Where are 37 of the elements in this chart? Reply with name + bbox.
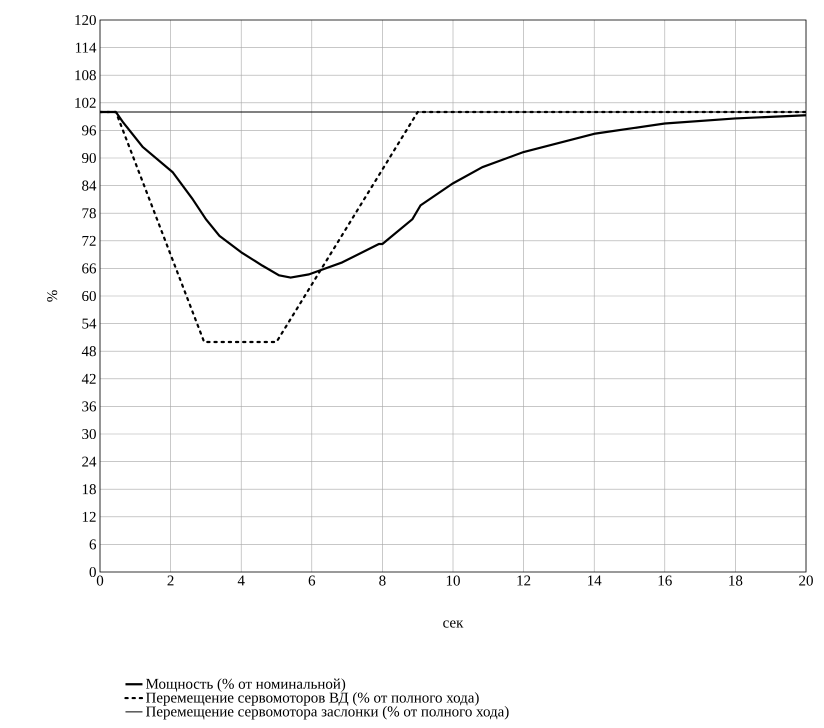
x-tick-label: 12 [517, 576, 530, 586]
y-tick-label: 48 [82, 346, 96, 356]
legend-label: Перемещение сервомоторов ВД (% от полного хода) [146, 692, 479, 706]
y-tick-label: 96 [82, 125, 96, 136]
x-tick-label: 14 [588, 576, 602, 586]
x-tick-label: 18 [729, 576, 742, 586]
y-tick-label: 60 [82, 290, 96, 302]
x-axis-title: сек [443, 620, 464, 628]
legend-label: Мощность (% от номинальной) [146, 678, 346, 692]
x-tick-label: 20 [799, 576, 813, 586]
y-tick-label: 0 [90, 566, 96, 578]
y-tick-label: 84 [82, 180, 96, 191]
y-tick-label: 120 [75, 14, 96, 26]
x-tick-label: 8 [379, 576, 386, 586]
x-tick-label: 10 [446, 576, 460, 586]
y-tick-label: 114 [76, 42, 96, 53]
y-tick-label: 66 [82, 263, 96, 274]
y-tick-label: 90 [82, 152, 96, 164]
x-tick-label: 16 [658, 576, 672, 586]
y-tick-label: 72 [82, 236, 96, 246]
y-tick-label: 36 [82, 401, 96, 412]
y-tick-label: 78 [82, 208, 96, 218]
y-tick-label: 54 [82, 318, 96, 329]
x-tick-label: 6 [308, 576, 316, 586]
y-tick-label: 12 [82, 512, 96, 522]
y-axis-title: % [47, 290, 58, 302]
y-tick-label: 6 [90, 539, 96, 550]
y-tick-label: 42 [82, 374, 96, 384]
x-tick-label: 4 [238, 576, 245, 586]
y-tick-label: 108 [75, 70, 96, 80]
y-tick-label: 18 [82, 484, 96, 494]
y-tick-label: 102 [75, 98, 96, 108]
x-tick-label: 2 [168, 576, 174, 586]
y-tick-label: 24 [82, 456, 96, 467]
x-tick-label: 0 [96, 576, 104, 586]
legend-label: Перемещение сервомотора заслонки (% от полного хода) [146, 706, 509, 720]
y-tick-label: 30 [82, 428, 96, 440]
